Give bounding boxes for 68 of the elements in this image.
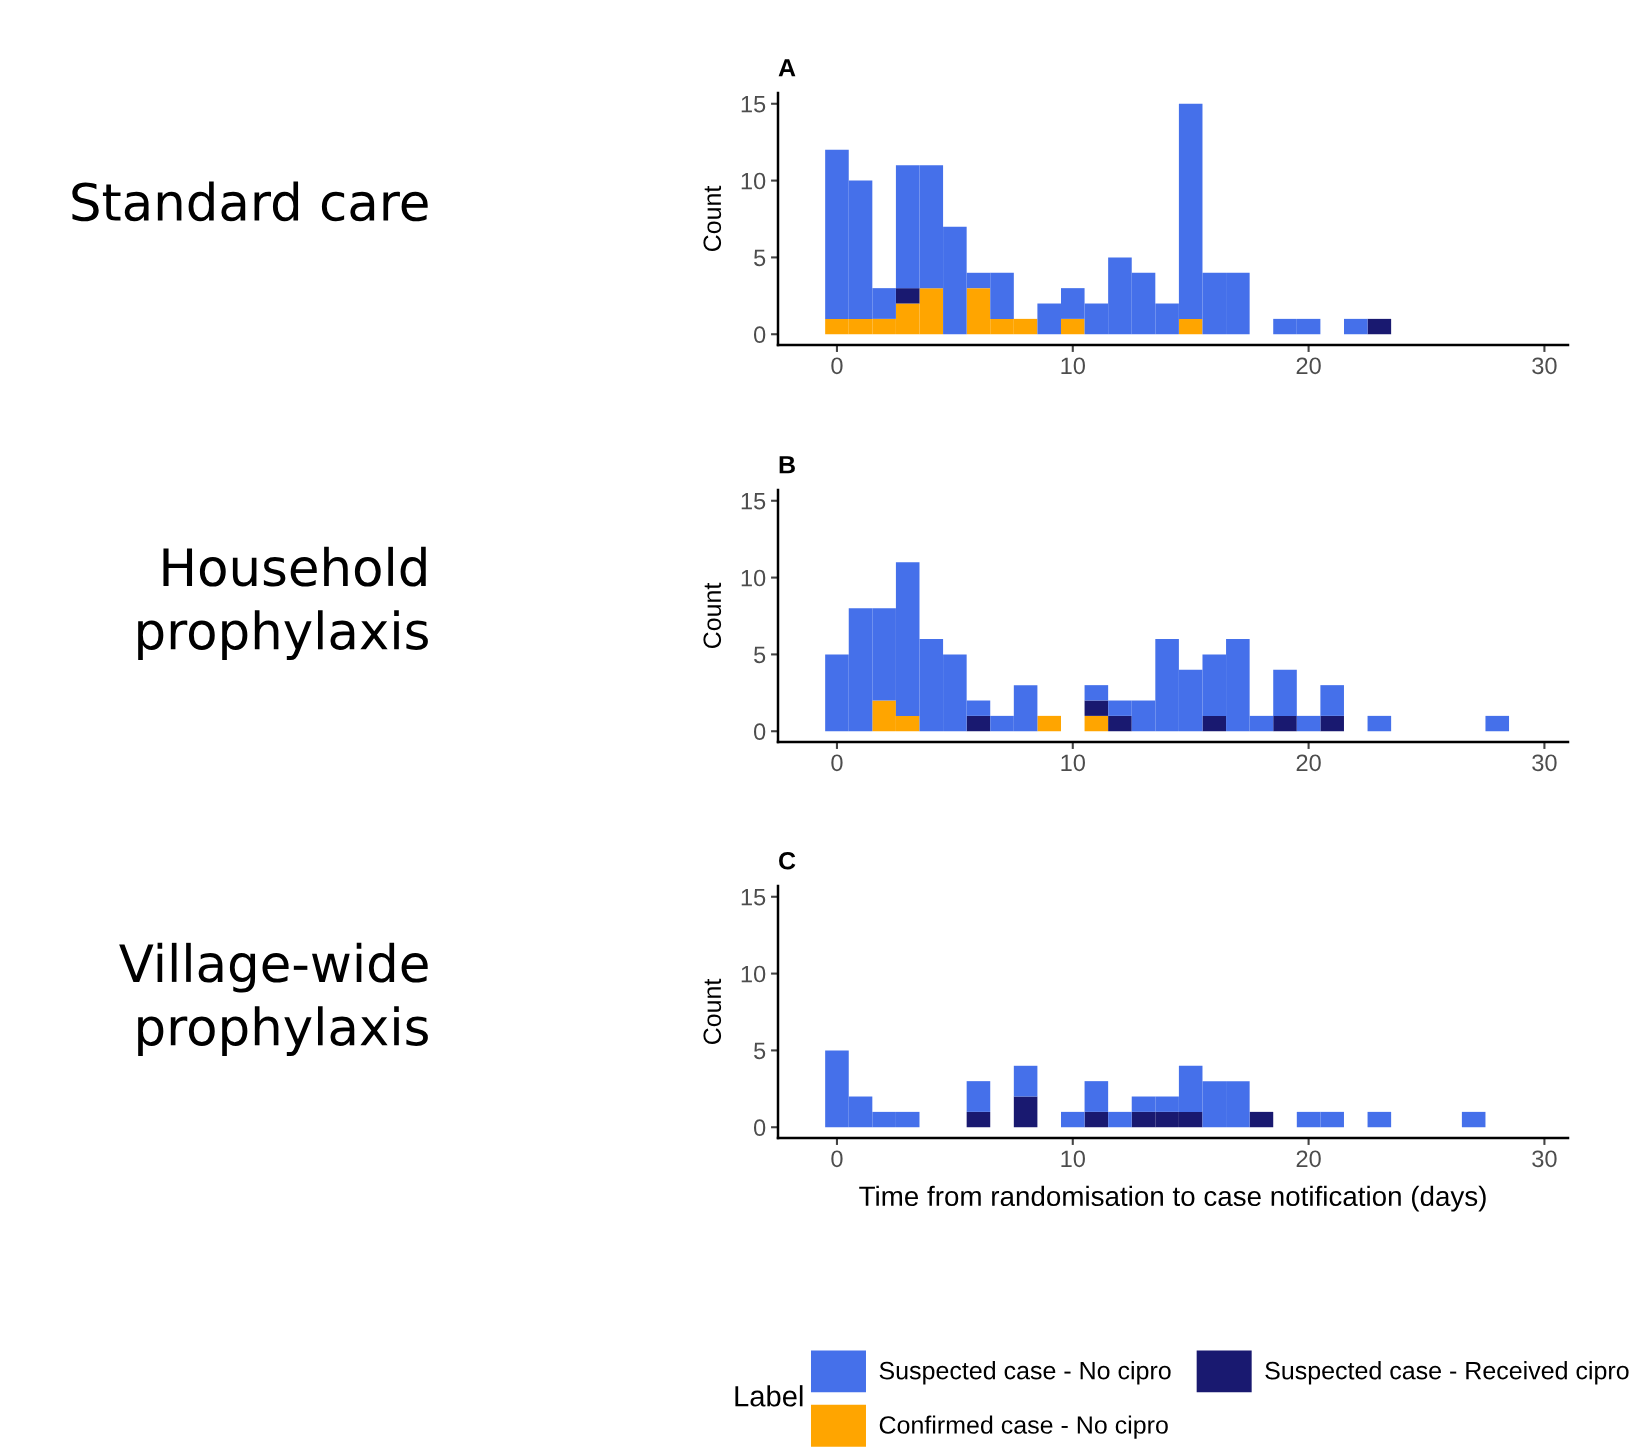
text: Household prophylaxis bbox=[138, 546, 428, 660]
bar bbox=[1461, 1111, 1486, 1128]
bar bbox=[1037, 715, 1061, 732]
x-tick-label: 0 bbox=[831, 357, 843, 375]
bar bbox=[1296, 715, 1321, 732]
bar bbox=[1013, 1065, 1038, 1097]
bar bbox=[966, 715, 991, 732]
x-tick-label: 30 bbox=[1532, 357, 1557, 375]
y-tick-label: 5 bbox=[754, 249, 766, 267]
bar bbox=[966, 1081, 991, 1112]
x-tick-label: 20 bbox=[1296, 357, 1321, 375]
bar bbox=[1320, 685, 1344, 716]
bar bbox=[1485, 715, 1510, 732]
bar bbox=[1108, 1111, 1132, 1128]
legend-title: Label bbox=[735, 1385, 803, 1407]
bar bbox=[1273, 715, 1297, 732]
y-axis-title: Count bbox=[703, 978, 722, 1045]
x-tick-label: 30 bbox=[1532, 1150, 1557, 1168]
bar bbox=[1013, 1096, 1038, 1128]
y-tick-label: 0 bbox=[753, 326, 766, 344]
bar bbox=[1084, 700, 1109, 716]
x-tick-label: 30 bbox=[1532, 754, 1557, 772]
bar bbox=[966, 1111, 991, 1128]
bar bbox=[1249, 1111, 1274, 1128]
bar bbox=[1343, 318, 1368, 335]
y-tick-label: 5 bbox=[754, 1042, 766, 1060]
y-axis-title: Count bbox=[703, 185, 722, 252]
y-tick-label: 15 bbox=[741, 889, 766, 906]
bar bbox=[1084, 715, 1109, 732]
bar bbox=[1084, 1081, 1109, 1112]
bar bbox=[1202, 715, 1227, 732]
y-tick-label: 0 bbox=[753, 1119, 766, 1137]
bar bbox=[1060, 318, 1085, 335]
y-tick-label: 0 bbox=[753, 723, 766, 741]
chart-title: A bbox=[778, 59, 796, 77]
y-tick-label: 15 bbox=[741, 493, 766, 510]
legend-label: Suspected case - No cipro bbox=[879, 1361, 1171, 1385]
bar bbox=[1367, 318, 1392, 335]
x-axis-title: Time from randomisation to case notification (days) bbox=[859, 1185, 1486, 1212]
text: Village-wide prophylaxis bbox=[119, 942, 428, 1056]
bar bbox=[1178, 318, 1203, 335]
text: Standard care bbox=[72, 181, 428, 222]
bar bbox=[1084, 685, 1109, 701]
bar bbox=[1060, 1111, 1085, 1128]
y-tick-label: 10 bbox=[741, 172, 766, 190]
x-tick-label: 10 bbox=[1061, 357, 1085, 375]
y-tick-label: 5 bbox=[754, 646, 766, 664]
bar bbox=[1273, 669, 1297, 716]
bar bbox=[1108, 715, 1132, 732]
chart-title: C bbox=[779, 851, 796, 870]
x-tick-label: 20 bbox=[1296, 1150, 1321, 1168]
bar bbox=[1367, 1111, 1392, 1128]
chart-title: B bbox=[779, 456, 795, 474]
x-tick-label: 20 bbox=[1296, 754, 1321, 772]
y-tick-label: 15 bbox=[741, 96, 766, 113]
bar bbox=[895, 288, 920, 304]
x-tick-label: 10 bbox=[1061, 754, 1085, 772]
legend-label: Suspected case - Received cipro bbox=[1265, 1361, 1629, 1385]
x-tick-label: 10 bbox=[1061, 1150, 1085, 1168]
bar bbox=[1367, 715, 1392, 732]
x-tick-label: 0 bbox=[831, 1150, 843, 1168]
y-tick-label: 10 bbox=[741, 569, 766, 587]
bar bbox=[1320, 715, 1344, 732]
y-axis-title: Count bbox=[703, 582, 722, 649]
bar bbox=[1084, 1111, 1109, 1128]
x-tick-label: 0 bbox=[831, 754, 843, 772]
y-tick-label: 10 bbox=[741, 965, 766, 983]
legend-label: Confirmed case - No cipro bbox=[879, 1415, 1168, 1439]
